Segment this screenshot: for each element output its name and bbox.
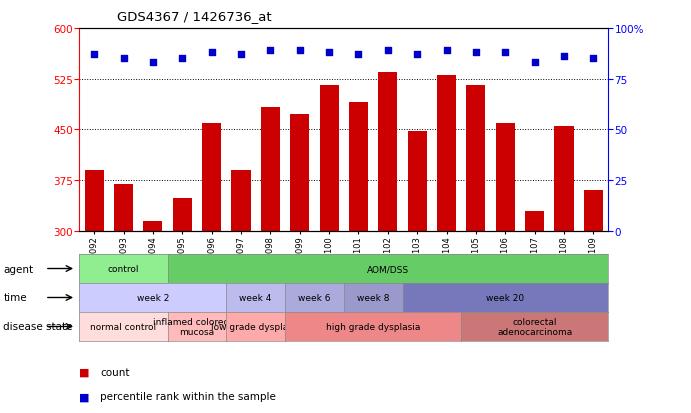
Text: week 2: week 2: [137, 293, 169, 302]
Text: disease state: disease state: [3, 322, 73, 332]
Bar: [290, 114, 310, 231]
Point: [529, 60, 540, 66]
Text: GDS4367 / 1426736_at: GDS4367 / 1426736_at: [117, 10, 272, 23]
Text: AOM/DSS: AOM/DSS: [367, 264, 409, 273]
Point: [500, 50, 511, 57]
Bar: [173, 199, 192, 231]
Bar: [408, 132, 427, 231]
Bar: [437, 76, 456, 231]
Point: [558, 54, 569, 61]
Text: normal control: normal control: [91, 322, 157, 331]
Point: [412, 52, 423, 59]
Point: [265, 48, 276, 55]
Bar: [84, 171, 104, 231]
Bar: [349, 103, 368, 231]
Text: count: count: [100, 367, 130, 377]
Bar: [319, 86, 339, 231]
Point: [88, 52, 100, 59]
Bar: [231, 171, 251, 231]
Text: colorectal
adenocarcinoma: colorectal adenocarcinoma: [497, 317, 572, 336]
Point: [471, 50, 482, 57]
Bar: [525, 211, 545, 231]
Bar: [466, 86, 486, 231]
Bar: [261, 108, 280, 231]
Bar: [202, 123, 221, 231]
Bar: [378, 73, 397, 231]
Point: [177, 56, 188, 62]
Text: control: control: [108, 264, 140, 273]
Point: [236, 52, 247, 59]
Point: [382, 48, 393, 55]
Text: percentile rank within the sample: percentile rank within the sample: [100, 392, 276, 401]
Point: [441, 48, 452, 55]
Text: week 20: week 20: [486, 293, 524, 302]
Bar: [143, 221, 162, 231]
Point: [353, 52, 364, 59]
Text: inflamed colorectal
mucosa: inflamed colorectal mucosa: [153, 317, 240, 336]
Point: [294, 48, 305, 55]
Point: [147, 60, 158, 66]
Text: low grade dysplasia: low grade dysplasia: [211, 322, 301, 331]
Point: [323, 50, 334, 57]
Bar: [495, 123, 515, 231]
Text: agent: agent: [3, 264, 34, 274]
Text: time: time: [3, 293, 27, 303]
Text: week 6: week 6: [298, 293, 331, 302]
Point: [206, 50, 217, 57]
Text: high grade dysplasia: high grade dysplasia: [326, 322, 420, 331]
Bar: [114, 184, 133, 231]
Bar: [584, 191, 603, 231]
Point: [588, 56, 599, 62]
Text: ■: ■: [79, 392, 90, 401]
Bar: [554, 127, 574, 231]
Text: week 8: week 8: [357, 293, 390, 302]
Text: ■: ■: [79, 367, 90, 377]
Point: [118, 56, 129, 62]
Text: week 4: week 4: [240, 293, 272, 302]
